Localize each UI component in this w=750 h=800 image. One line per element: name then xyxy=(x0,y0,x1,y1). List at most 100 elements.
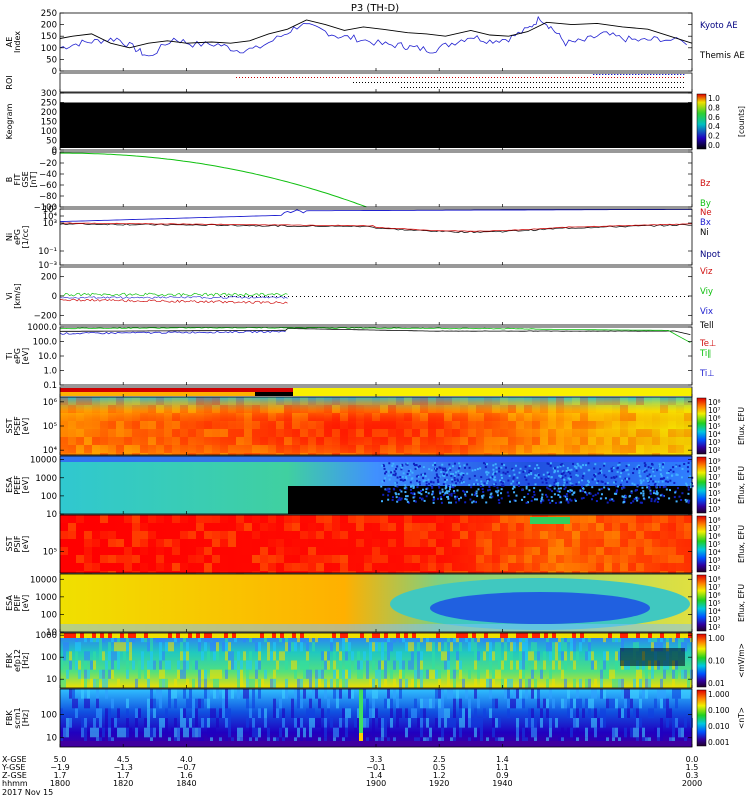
spectrogram-noise xyxy=(637,464,640,467)
spectrogram-noise xyxy=(476,495,479,498)
spectrogram-cell xyxy=(372,421,380,429)
spectrogram-cell xyxy=(172,397,180,405)
roi-dot xyxy=(284,77,285,78)
spectrogram-cell xyxy=(404,539,412,547)
spectrogram-noise xyxy=(404,491,407,494)
spectrogram-cell xyxy=(556,563,564,571)
spectrogram-cell xyxy=(612,539,620,547)
roi-dot xyxy=(524,77,525,78)
spectrogram-noise xyxy=(640,492,643,495)
spectrogram-noise xyxy=(406,500,409,503)
colorbar xyxy=(696,515,707,573)
spectrogram-cell xyxy=(436,437,444,445)
zero-dot xyxy=(248,296,249,297)
zero-dot xyxy=(652,296,653,297)
spectrogram-cell xyxy=(303,727,306,738)
spectrogram-top-cell xyxy=(624,633,628,638)
spectrogram-cell xyxy=(309,727,312,738)
spectrogram-noise xyxy=(453,462,456,465)
spectrogram-cell xyxy=(426,698,429,709)
spectrogram-noise xyxy=(447,484,450,487)
spectrogram-cell xyxy=(405,708,408,718)
spectrogram-top-cell xyxy=(548,633,552,638)
spectrogram-cell xyxy=(435,718,438,728)
roi-dot xyxy=(614,82,615,83)
spectrogram-cell xyxy=(384,727,387,738)
spectrogram-cell xyxy=(417,642,420,652)
spectrogram-cell xyxy=(84,421,92,429)
spectrogram-cell xyxy=(195,727,198,738)
spectrogram-top-cell xyxy=(528,633,532,638)
spectrogram-noise xyxy=(498,470,501,473)
spectrogram-cell xyxy=(540,523,548,531)
spectrogram-cell xyxy=(580,515,588,523)
zero-dot xyxy=(368,296,369,297)
spectrogram-cell xyxy=(336,669,339,679)
spectrogram-cell xyxy=(447,669,450,679)
roi-dot xyxy=(569,77,570,78)
spectrogram-noise xyxy=(391,499,394,502)
spectrogram-cell xyxy=(123,651,126,661)
roi-dot xyxy=(539,87,540,88)
spectrogram-cell xyxy=(525,727,528,738)
spectrogram-cell xyxy=(148,429,156,437)
spectrogram-cell xyxy=(100,397,108,405)
spectrogram-cell xyxy=(236,547,244,555)
spectrogram-cell xyxy=(572,531,580,539)
spectrogram-noise xyxy=(508,474,511,477)
spectrogram-cell xyxy=(90,678,93,688)
spectrogram-cell xyxy=(188,563,196,571)
spectrogram-cell xyxy=(92,421,100,429)
colorbar-label: Eflux, EFU xyxy=(737,407,746,445)
spectrogram-cell xyxy=(316,547,324,555)
colorbar-label: [counts] xyxy=(737,106,746,137)
spectrogram-cell xyxy=(345,651,348,661)
colorbar xyxy=(696,574,707,632)
spectrogram-cell xyxy=(624,698,627,709)
roi-dot xyxy=(281,77,282,78)
spectrogram-cell xyxy=(327,660,330,670)
spectrogram-noise xyxy=(493,476,496,479)
spectrogram-cell xyxy=(620,523,628,531)
spectrogram-cell xyxy=(500,445,508,453)
spectrogram-cell xyxy=(507,698,510,709)
spectrogram-cell xyxy=(60,539,68,547)
spectrogram-cell xyxy=(93,718,96,728)
spectrogram-cell xyxy=(612,531,620,539)
spectrogram-noise xyxy=(571,493,574,496)
spectrogram-cell xyxy=(345,669,348,679)
spectrogram-cell xyxy=(564,698,567,709)
spectrogram-cell xyxy=(68,547,76,555)
spectrogram-cell xyxy=(672,727,675,738)
spectrogram-cell xyxy=(676,413,684,421)
zero-dot xyxy=(256,296,257,297)
x-axis-value: 0.9 xyxy=(496,771,509,780)
spectrogram-cell xyxy=(172,555,180,563)
roi-dot xyxy=(563,87,564,88)
spectrogram-top-cell xyxy=(216,633,220,638)
spectrogram-cell xyxy=(132,523,140,531)
spectrogram-top-cell xyxy=(92,633,96,638)
spectrogram-cell xyxy=(540,547,548,555)
spectrogram-cell xyxy=(492,651,495,661)
spectrogram-cell xyxy=(164,515,172,523)
spectrogram-noise xyxy=(553,487,556,490)
spectrogram-cell xyxy=(675,698,678,709)
spectrogram-cell xyxy=(500,539,508,547)
spectrogram-cell xyxy=(324,555,332,563)
spectrogram-cell xyxy=(168,642,171,652)
zero-dot xyxy=(388,296,389,297)
spectrogram-cell xyxy=(312,718,315,728)
spectrogram-noise xyxy=(417,465,420,468)
spectrogram-noise xyxy=(611,470,614,473)
spectrogram-cell xyxy=(300,531,308,539)
spectrogram-cell xyxy=(216,689,219,699)
spectrogram-cell xyxy=(452,445,460,453)
spectrogram-cell xyxy=(548,547,556,555)
spectrogram-noise xyxy=(597,480,600,483)
spectrogram-top-cell xyxy=(136,633,140,638)
spectrogram-cell xyxy=(308,421,316,429)
spectrogram-cell xyxy=(339,727,342,738)
spectrogram-cell xyxy=(628,413,636,421)
spectrogram-cell xyxy=(292,445,300,453)
